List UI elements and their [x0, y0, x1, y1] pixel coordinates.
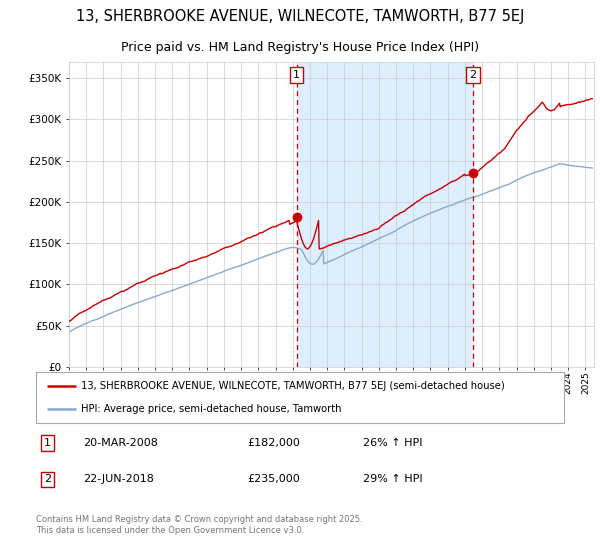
- Text: £235,000: £235,000: [247, 474, 300, 484]
- Text: 2: 2: [469, 71, 476, 80]
- Text: 1: 1: [293, 71, 300, 80]
- FancyBboxPatch shape: [36, 372, 564, 423]
- Text: £182,000: £182,000: [247, 438, 300, 448]
- Text: 2: 2: [44, 474, 51, 484]
- Text: Contains HM Land Registry data © Crown copyright and database right 2025.
This d: Contains HM Land Registry data © Crown c…: [36, 515, 362, 535]
- Text: 20-MAR-2008: 20-MAR-2008: [83, 438, 158, 448]
- Text: 13, SHERBROOKE AVENUE, WILNECOTE, TAMWORTH, B77 5EJ (semi-detached house): 13, SHERBROOKE AVENUE, WILNECOTE, TAMWOR…: [81, 381, 505, 391]
- Text: Price paid vs. HM Land Registry's House Price Index (HPI): Price paid vs. HM Land Registry's House …: [121, 41, 479, 54]
- Text: 26% ↑ HPI: 26% ↑ HPI: [364, 438, 423, 448]
- Text: 1: 1: [44, 438, 51, 448]
- Bar: [296, 62, 473, 367]
- Text: 22-JUN-2018: 22-JUN-2018: [83, 474, 154, 484]
- Text: 29% ↑ HPI: 29% ↑ HPI: [364, 474, 423, 484]
- Text: HPI: Average price, semi-detached house, Tamworth: HPI: Average price, semi-detached house,…: [81, 404, 341, 414]
- Text: 13, SHERBROOKE AVENUE, WILNECOTE, TAMWORTH, B77 5EJ: 13, SHERBROOKE AVENUE, WILNECOTE, TAMWOR…: [76, 9, 524, 24]
